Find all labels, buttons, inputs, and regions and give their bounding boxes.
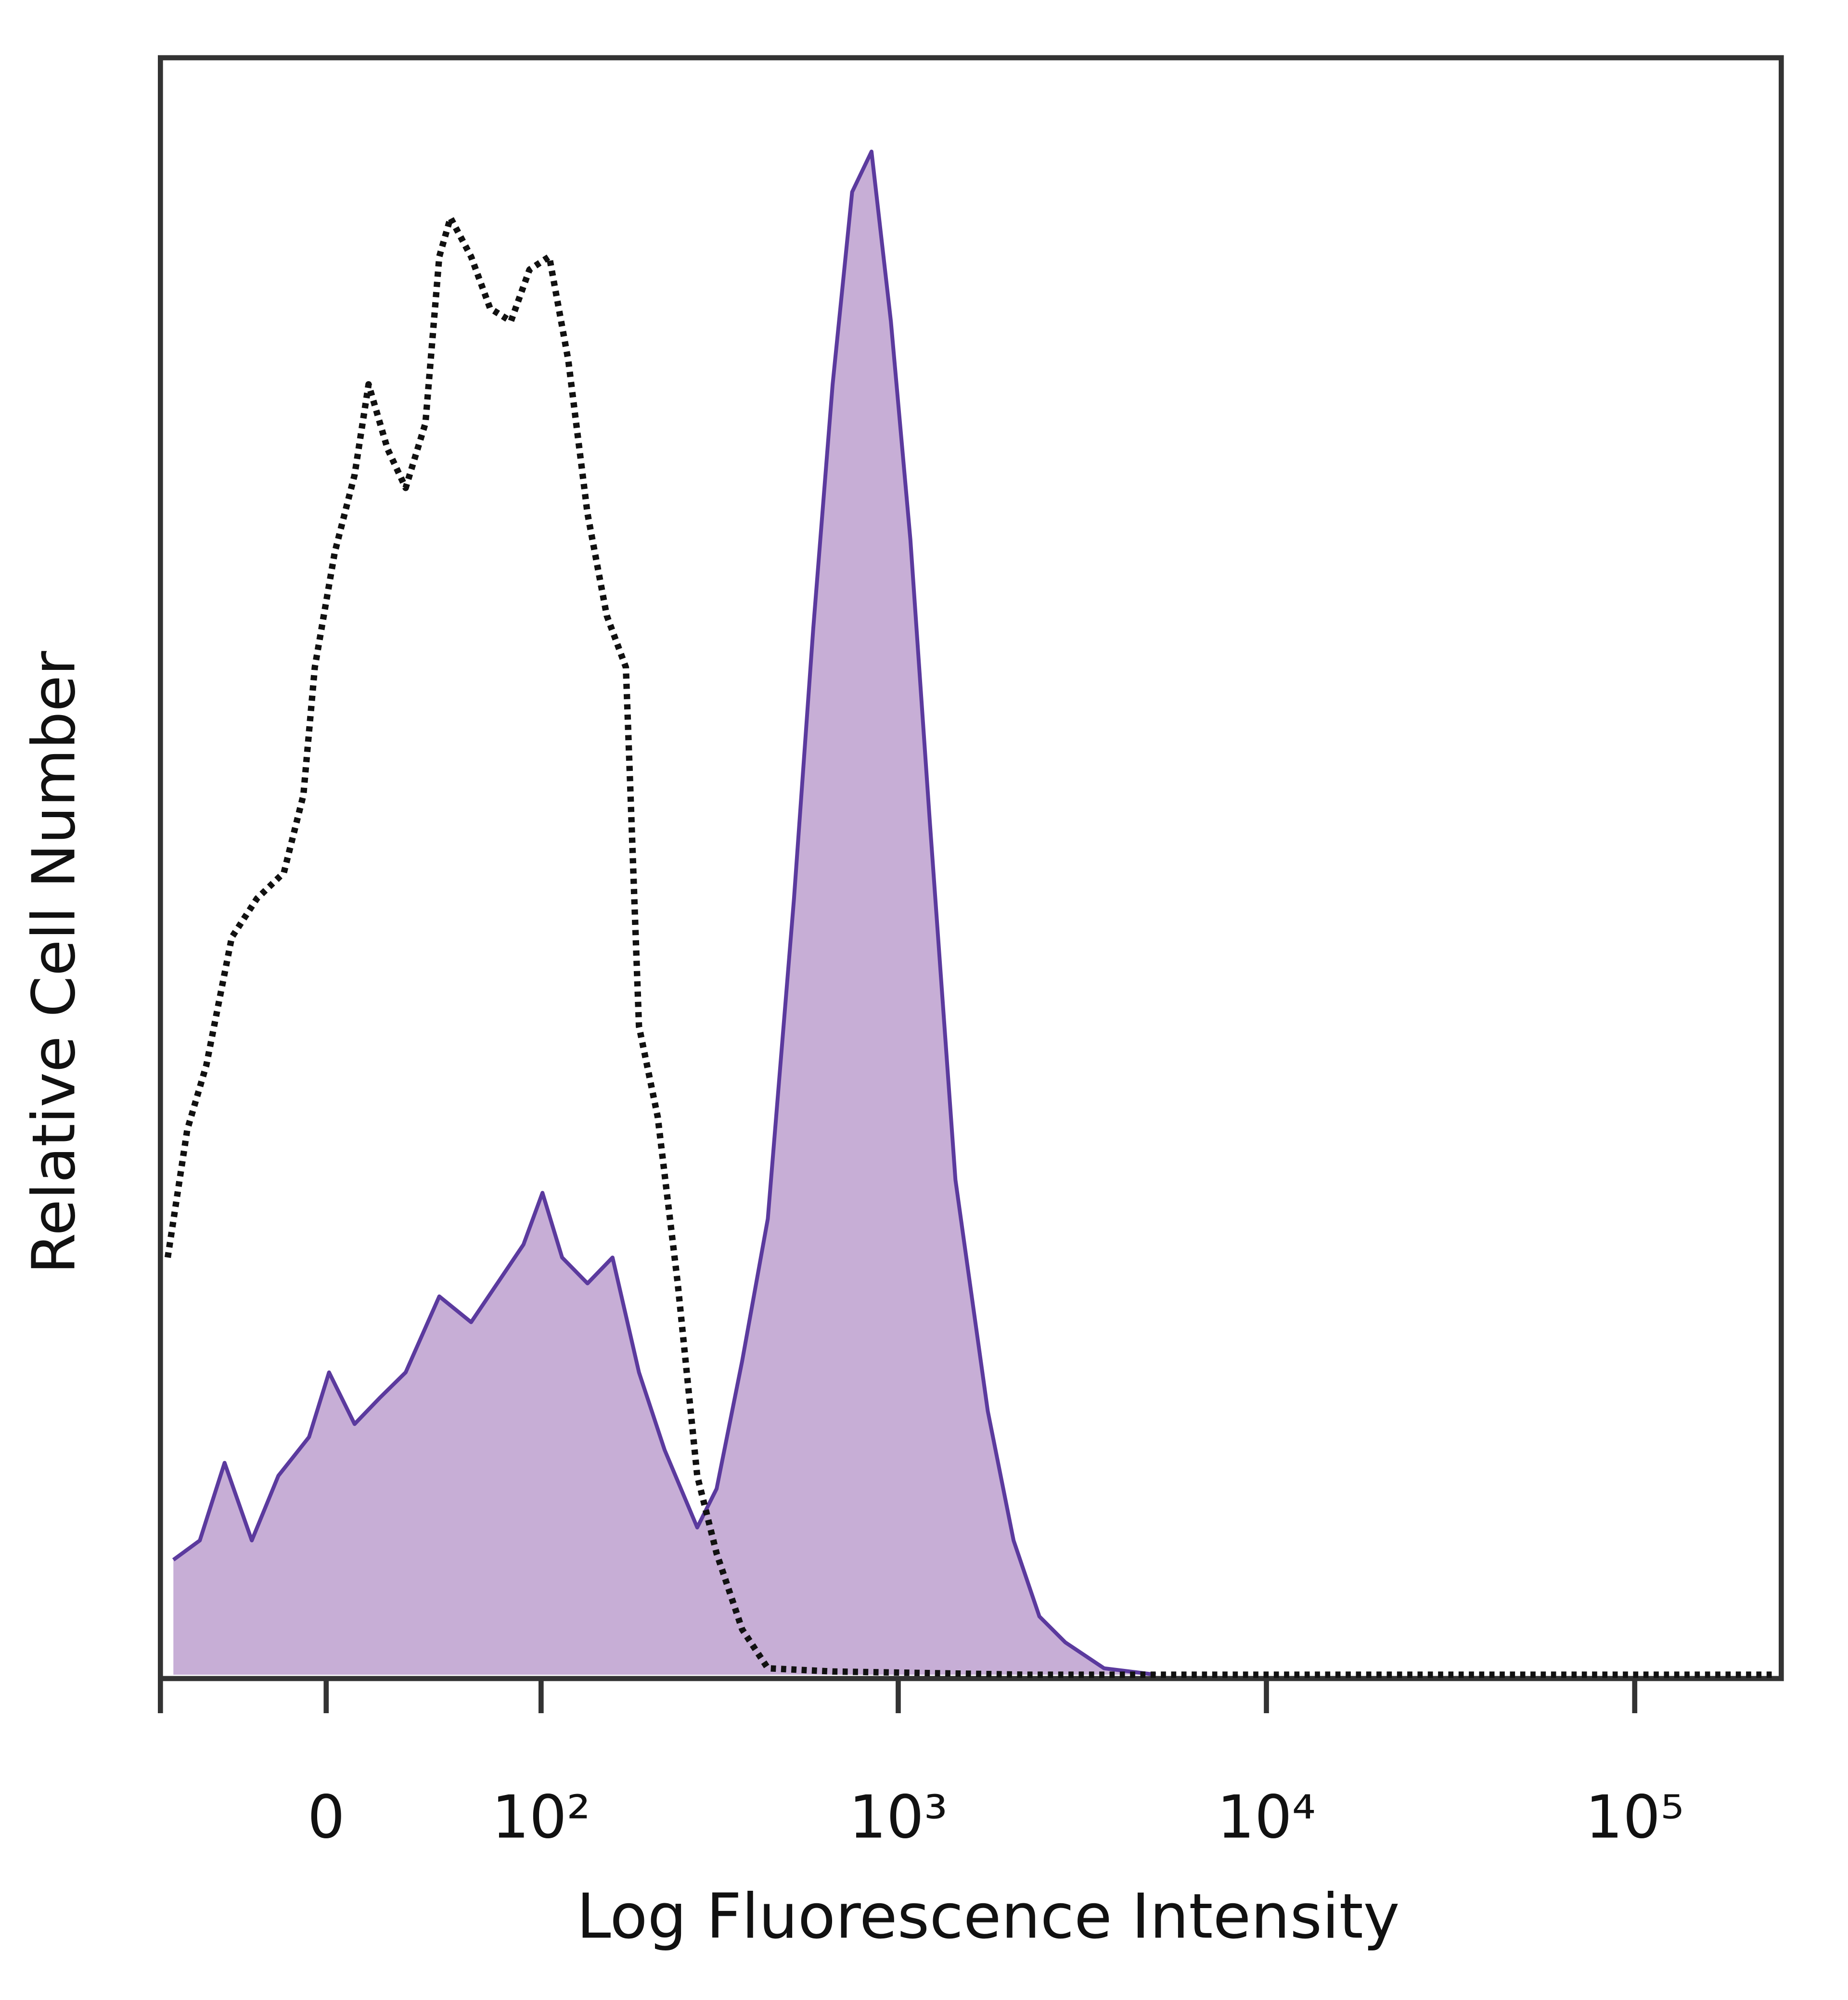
histogram-line (164, 214, 1775, 1678)
x-tick-label: 10⁵ (1585, 1783, 1684, 1852)
y-axis-label: Relative Cell Number (20, 651, 89, 1274)
x-tick-label: 10⁴ (1217, 1783, 1316, 1852)
x-tick-label: 0 (308, 1783, 345, 1852)
x-tick-label: 10³ (849, 1783, 948, 1852)
histogram-area (173, 151, 1156, 1675)
x-axis-label: Log Fluorescence Intensity (577, 1881, 1399, 1953)
x-tick-label: 10² (492, 1783, 590, 1852)
histogram-line (172, 149, 1156, 1677)
plot-frame (158, 55, 1784, 1681)
